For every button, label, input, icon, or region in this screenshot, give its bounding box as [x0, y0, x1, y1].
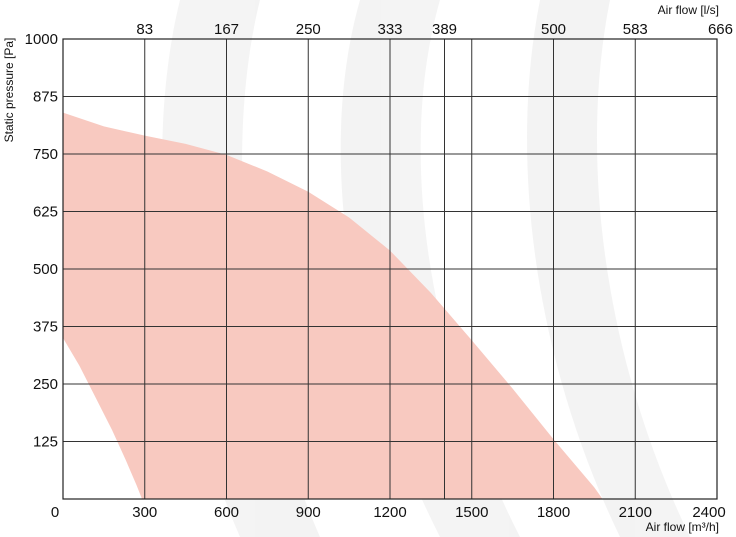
- top-tick-label: 333: [377, 21, 402, 38]
- grid: [63, 39, 717, 499]
- y-tick-label: 250: [33, 376, 58, 393]
- x-tick-label: 0: [51, 504, 59, 521]
- x-tick-label: 1200: [373, 504, 406, 521]
- y-axis-label: Static pressure [Pa]: [2, 38, 16, 143]
- y-tick-label: 875: [33, 89, 58, 106]
- operating-region: [63, 112, 603, 499]
- operating-region-area: [63, 112, 603, 499]
- x-tick-label: 300: [132, 504, 157, 521]
- x-tick-label: 1800: [537, 504, 570, 521]
- plot-frame: [62, 38, 718, 500]
- top-tick-label: 250: [296, 21, 321, 38]
- y-tick-label: 125: [33, 434, 58, 451]
- top-tick-label: 500: [541, 21, 566, 38]
- top-tick-label: 167: [214, 21, 239, 38]
- y-tick-label: 625: [33, 204, 58, 221]
- tick-labels: 0 300 600 900 1200 1500 1800 2100 2400 83 167 250 33…: [25, 21, 733, 521]
- top-tick-label: 583: [623, 21, 648, 38]
- top-axis-label: Air flow [l/s]: [658, 3, 719, 17]
- x-tick-label: 900: [296, 504, 321, 521]
- x-tick-label: 600: [214, 504, 239, 521]
- bottom-axis-label: Air flow [m³/h]: [646, 520, 719, 534]
- y-tick-label: 750: [33, 146, 58, 163]
- top-tick-label: 389: [432, 21, 457, 38]
- top-tick-label: 83: [136, 21, 153, 38]
- top-tick-label: 666: [708, 21, 733, 38]
- x-tick-label: 2400: [692, 504, 725, 521]
- y-tick-label: 1000: [25, 31, 58, 48]
- x-tick-label: 1500: [455, 504, 488, 521]
- x-tick-label: 2100: [619, 504, 652, 521]
- y-tick-label: 500: [33, 261, 58, 278]
- y-tick-label: 375: [33, 319, 58, 336]
